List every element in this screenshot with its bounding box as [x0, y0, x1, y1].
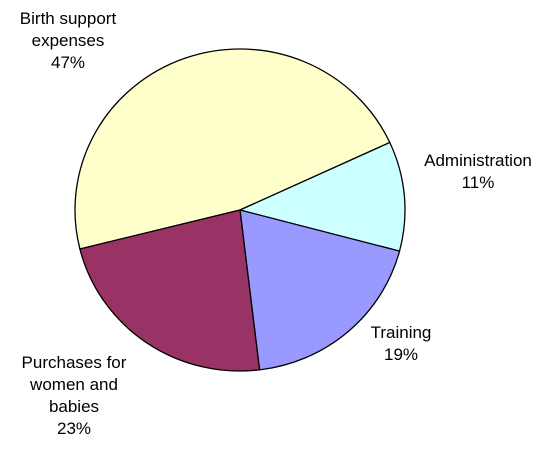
- pie-slice-birth-support-expenses: [74, 48, 391, 250]
- pie-label-percent: 23%: [57, 419, 91, 438]
- pie-label-percent: 47%: [51, 53, 85, 72]
- pie-label-text-line: expenses: [32, 31, 105, 50]
- pie-label-text-line: women and: [29, 375, 118, 394]
- pie-slice-purchases-for-women-and-babies: [79, 209, 261, 372]
- pie-label-text-line: Birth support: [20, 9, 117, 28]
- pie-label-percent: 11%: [462, 173, 495, 192]
- pie-label-administration: Administration 11%: [424, 151, 532, 192]
- pie-slices: [74, 48, 406, 372]
- pie-label-text-line: babies: [49, 397, 99, 416]
- pie-label-purchases-for-women-and-babies: Purchases for women and babies 23%: [22, 353, 127, 438]
- pie-label-text-line: Training: [371, 323, 432, 342]
- pie-slice-administration: [239, 141, 406, 252]
- pie-labels: Birth support expenses 47% Administration 11…: [20, 9, 532, 438]
- pie-slice-training: [239, 209, 401, 371]
- pie-label-text-line: Purchases for: [22, 353, 127, 372]
- pie-label-percent: 19%: [384, 345, 418, 364]
- pie-label-training: Training 19%: [371, 323, 432, 364]
- pie-label-birth-support-expenses: Birth support expenses 47%: [20, 9, 117, 72]
- pie-label-text-line: Administration: [424, 151, 532, 170]
